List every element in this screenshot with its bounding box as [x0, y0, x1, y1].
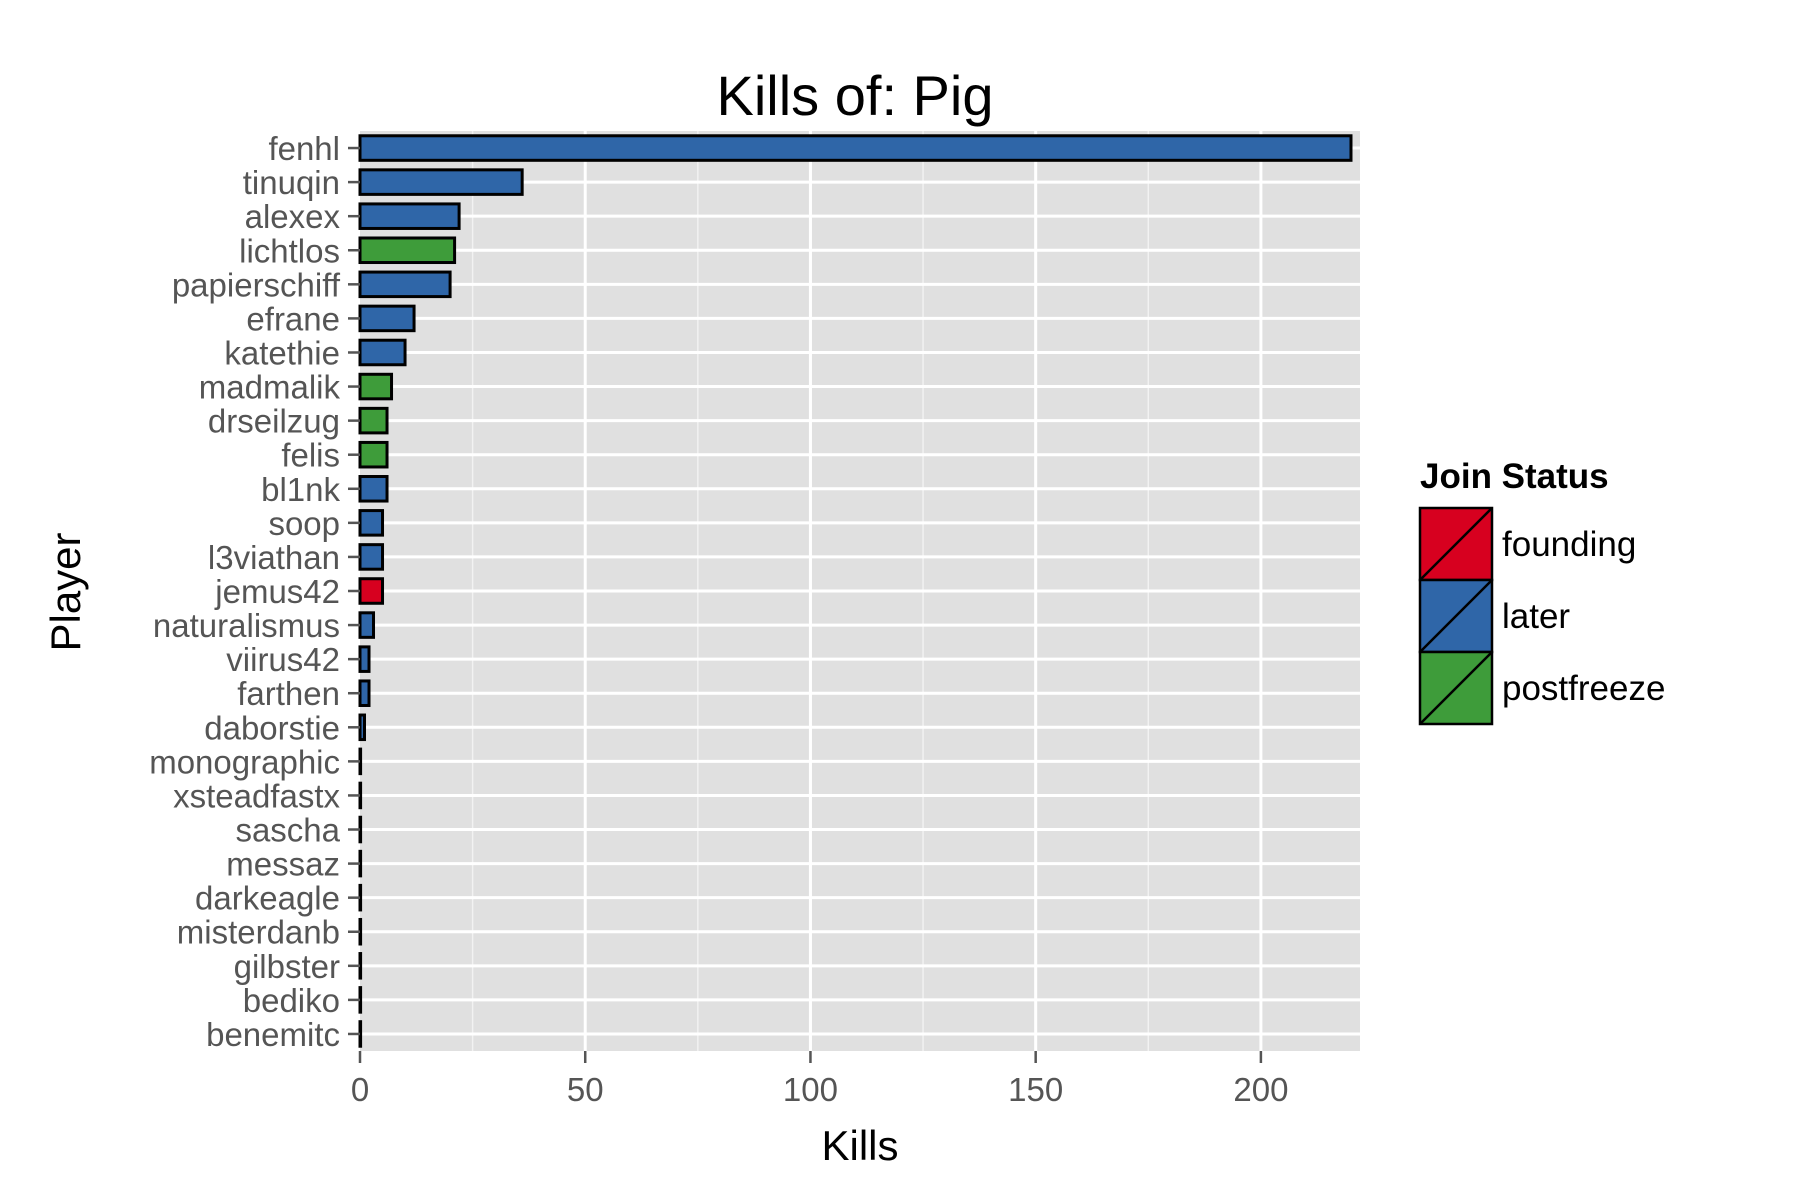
- bar: [358, 236, 457, 265]
- bar: [358, 781, 363, 810]
- bar: [358, 168, 524, 196]
- bar: [358, 815, 363, 844]
- bar: [358, 747, 363, 776]
- bar: [358, 509, 385, 537]
- y-tick-label: madmalik: [199, 369, 341, 406]
- bar: [358, 645, 371, 673]
- bar: [358, 134, 1353, 162]
- legend-title: Join Status: [1420, 457, 1609, 496]
- y-axis-ticks: fenhltinuqinalexexlichtlospapierschiffef…: [149, 130, 360, 1053]
- y-tick-label: benemitc: [206, 1016, 340, 1053]
- x-axis-label: Kills: [821, 1122, 898, 1169]
- y-tick-label: messaz: [226, 846, 340, 883]
- y-tick-label: efrane: [246, 300, 340, 337]
- bar: [358, 543, 385, 571]
- bar: [358, 883, 363, 912]
- legend-key-slash: [1419, 651, 1493, 725]
- x-tick-label: 150: [1008, 1071, 1063, 1108]
- bar: [358, 202, 461, 230]
- bar: [358, 304, 416, 333]
- legend-label-later: later: [1502, 597, 1570, 636]
- y-axis-label: Player: [42, 532, 89, 651]
- x-tick-label: 0: [351, 1071, 369, 1108]
- y-tick-label: gilbster: [234, 948, 340, 985]
- y-tick-label: xsteadfastx: [173, 777, 340, 814]
- y-tick-label: felis: [281, 437, 340, 474]
- bar: [358, 577, 385, 605]
- y-tick-label: bediko: [243, 982, 340, 1019]
- y-tick-label: katethie: [224, 334, 340, 371]
- legend-key-slash: [1419, 507, 1493, 581]
- y-tick-label: sascha: [235, 812, 340, 849]
- y-tick-label: l3viathan: [208, 539, 340, 576]
- y-tick-label: darkeagle: [195, 880, 340, 917]
- y-tick-label: naturalismus: [153, 607, 340, 644]
- bar: [358, 475, 389, 503]
- y-tick-label: viirus42: [226, 641, 340, 678]
- y-tick-label: lichtlos: [239, 232, 340, 269]
- bar: [358, 713, 367, 742]
- y-tick-label: monographic: [149, 743, 340, 780]
- y-tick-label: tinuqin: [243, 164, 340, 201]
- x-tick-label: 100: [783, 1071, 838, 1108]
- bar: [358, 372, 394, 401]
- chart-title: Kills of: Pig: [717, 64, 994, 127]
- y-tick-label: bl1nk: [261, 471, 340, 508]
- x-tick-label: 200: [1233, 1071, 1288, 1108]
- y-tick-label: alexex: [245, 198, 341, 235]
- y-tick-label: soop: [268, 505, 340, 542]
- bar: [358, 952, 363, 980]
- legend-label-founding: founding: [1502, 525, 1636, 564]
- y-tick-label: misterdanb: [177, 914, 340, 951]
- legend-key-slash: [1419, 579, 1493, 653]
- bar: [358, 440, 389, 469]
- bar: [358, 986, 363, 1014]
- y-tick-label: farthen: [237, 675, 340, 712]
- y-tick-label: papierschiff: [172, 266, 341, 303]
- bar: [358, 849, 363, 878]
- bar: [358, 338, 407, 367]
- legend-label-postfreeze: postfreeze: [1502, 669, 1665, 708]
- y-tick-label: jemus42: [214, 573, 340, 610]
- bar: [358, 1020, 363, 1048]
- bar: [358, 611, 376, 639]
- x-axis-ticks: 0 50 100 150 200: [351, 1051, 1288, 1108]
- bar: [358, 270, 452, 299]
- bar: [358, 406, 389, 435]
- bar: [358, 679, 371, 707]
- y-tick-label: drseilzug: [208, 403, 340, 440]
- bars: [358, 134, 1353, 1048]
- x-tick-label: 50: [567, 1071, 604, 1108]
- y-tick-label: daborstie: [204, 709, 340, 746]
- legend: Join Status founding later postfreeze: [1418, 457, 1665, 726]
- bar: [358, 917, 363, 946]
- y-tick-label: fenhl: [268, 130, 340, 167]
